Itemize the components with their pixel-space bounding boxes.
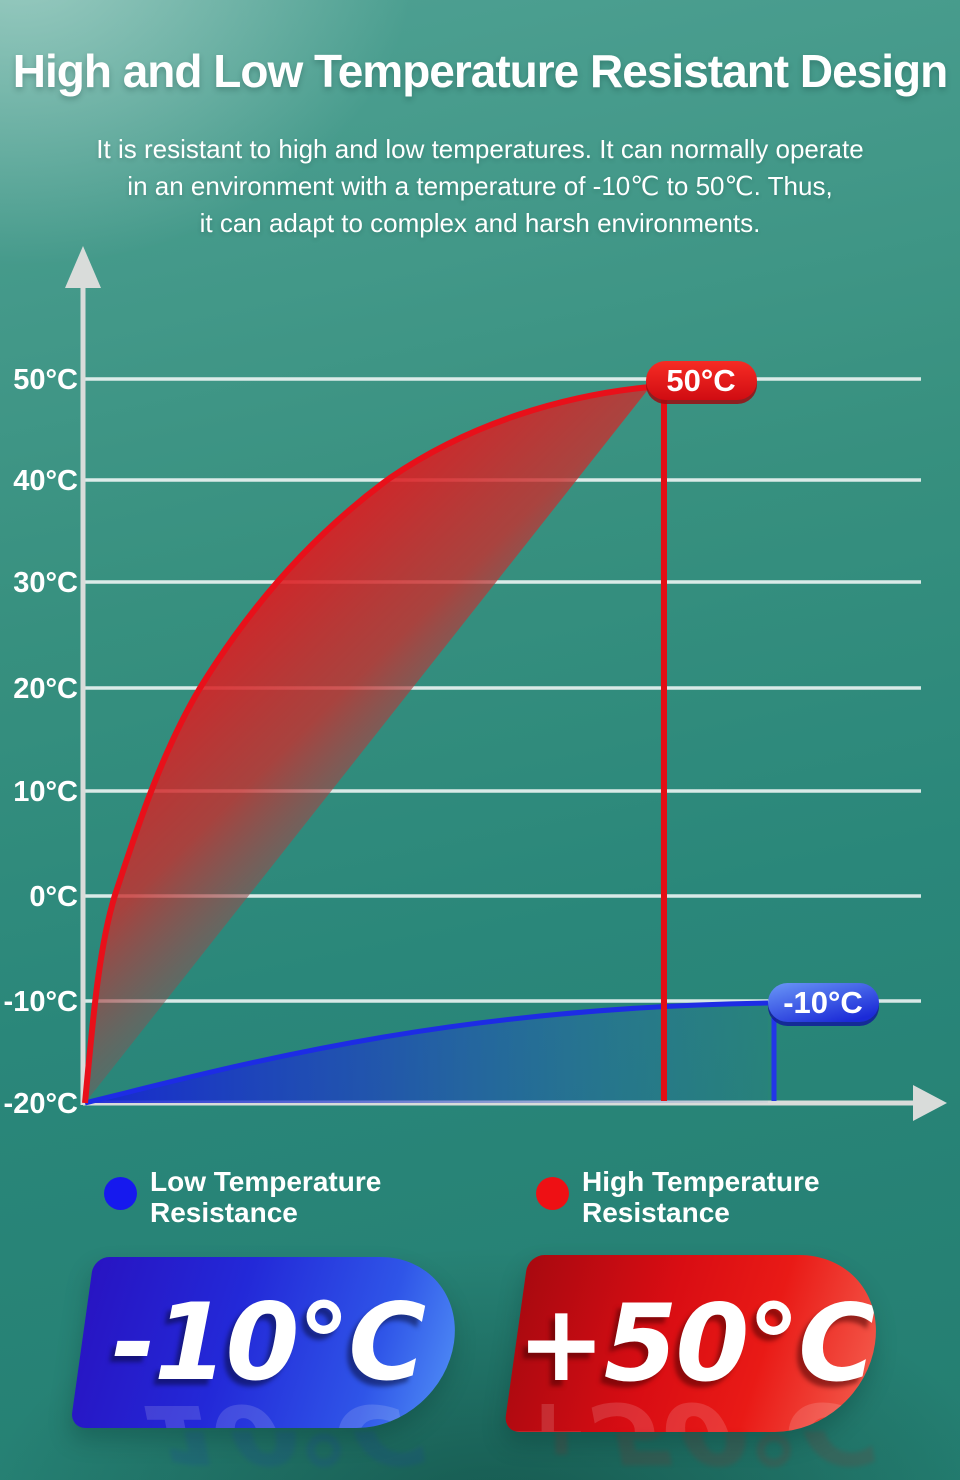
low-badge-floor-reflection: -10°C [82, 1431, 454, 1477]
y-axis-arrow-icon [65, 246, 101, 288]
high-temp-area [85, 387, 650, 1103]
high-badge-floor-reflection: +50°C [516, 1431, 875, 1477]
legend-low-line-2: Resistance [150, 1197, 298, 1228]
y-label-20: 20°C [13, 673, 78, 705]
high-temp-peak-badge-pill [646, 361, 757, 400]
high-temperature-badge: +50°C +50°C [503, 1255, 888, 1432]
high-temp-curve [82, 384, 651, 1104]
y-label-m20: -20°C [4, 1088, 79, 1120]
legend-high-label: High Temperature Resistance [582, 1166, 820, 1228]
legend-low-line-1: Low Temperature [150, 1166, 382, 1197]
temperature-chart: 50°C 40°C 30°C 20°C 10°C 0°C -10°C -20°C… [4, 246, 947, 1121]
low-temp-peak-badge: -10°C [768, 983, 879, 1026]
subtitle: It is resistant to high and low temperat… [0, 131, 960, 242]
low-temp-curve [84, 1000, 769, 1106]
subtitle-line-1: It is resistant to high and low temperat… [96, 134, 864, 164]
legend-high-line-1: High Temperature [582, 1166, 820, 1197]
y-label-0: 0°C [29, 881, 78, 913]
high-temp-peak-label: 50°C [666, 363, 735, 398]
y-label-50: 50°C [13, 364, 78, 396]
high-temperature-badge-reflection: +50°C [504, 1379, 862, 1432]
low-temp-peak-badge-pill [768, 983, 879, 1022]
subtitle-line-2: in an environment with a temperature of … [127, 171, 833, 201]
y-axis-labels: 50°C 40°C 30°C 20°C 10°C 0°C -10°C -20°C [4, 364, 79, 1120]
y-label-10: 10°C [13, 776, 78, 808]
legend-low-label: Low Temperature Resistance [150, 1166, 381, 1228]
legend-low-dot-icon [104, 1177, 137, 1210]
legend-high-line-2: Resistance [582, 1197, 730, 1228]
x-axis-arrow-icon [913, 1085, 947, 1121]
low-temperature-badge-value: -10°C [111, 1280, 425, 1404]
y-label-40: 40°C [13, 465, 78, 497]
page-title: High and Low Temperature Resistant Desig… [12, 45, 949, 97]
y-label-30: 30°C [13, 567, 78, 599]
legend-high-dot-icon [536, 1177, 569, 1210]
legend-low-temperature: Low Temperature Resistance [104, 1166, 381, 1228]
high-temp-peak-badge: 50°C [646, 361, 757, 404]
y-label-m10: -10°C [4, 986, 79, 1018]
low-temperature-badge: -10°C -10°C [69, 1257, 467, 1428]
low-temperature-badge-reflection: -10°C [70, 1381, 440, 1428]
legend-high-temperature: High Temperature Resistance [536, 1166, 820, 1228]
low-temp-area [85, 1003, 768, 1103]
low-temp-peak-label: -10°C [783, 985, 863, 1020]
subtitle-line-3: it can adapt to complex and harsh enviro… [199, 208, 761, 238]
